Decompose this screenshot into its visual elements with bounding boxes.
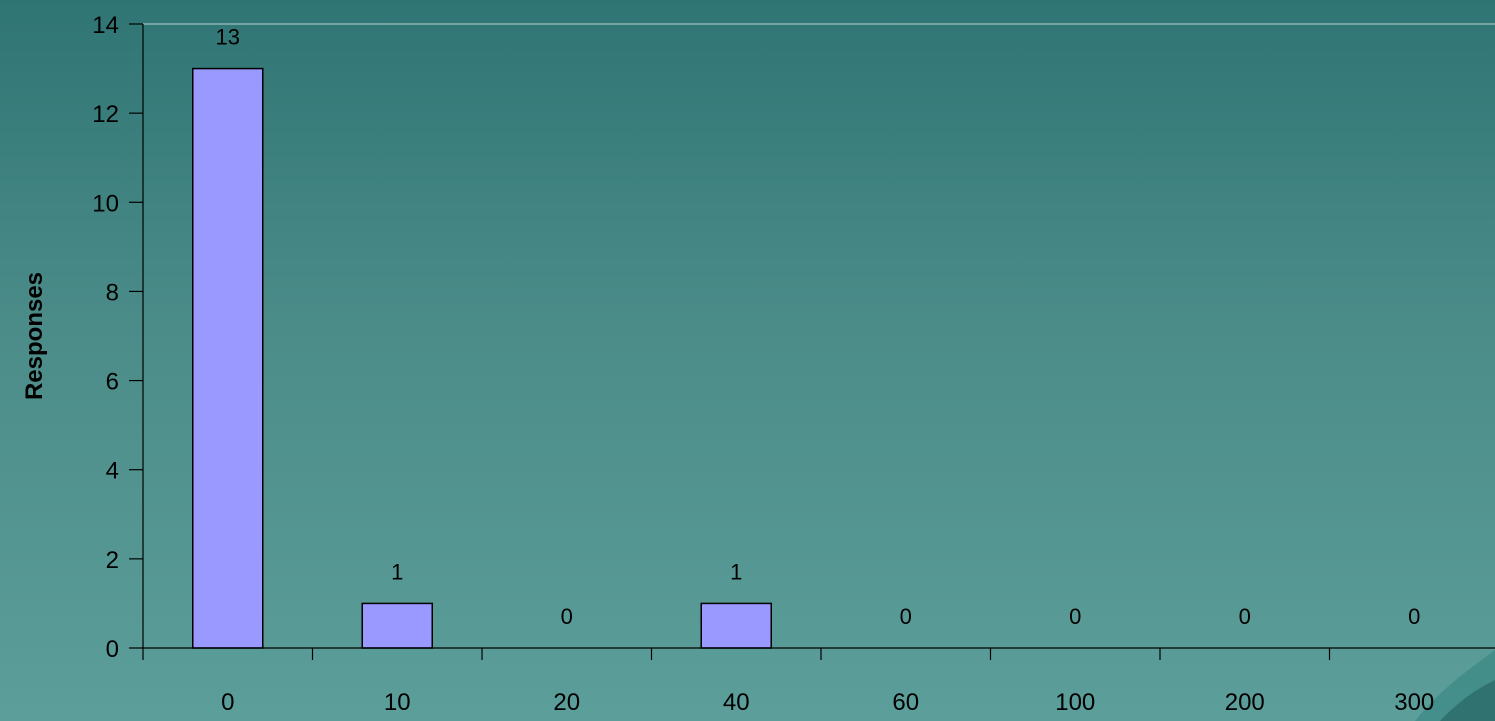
data-label: 0	[1239, 604, 1251, 629]
y-tick-label: 2	[106, 547, 119, 574]
x-tick-label: 300	[1394, 689, 1434, 716]
y-tick-label: 14	[92, 12, 119, 39]
bar	[700, 602, 772, 649]
y-tick-label: 10	[92, 190, 119, 217]
x-tick-label: 40	[723, 689, 750, 716]
y-tick-label: 0	[106, 636, 119, 663]
corner-decoration	[1415, 650, 1495, 721]
y-tick-label: 12	[92, 101, 119, 128]
x-tick-label: 10	[384, 689, 411, 716]
data-label: 13	[216, 25, 240, 50]
x-tick-label: 100	[1055, 689, 1095, 716]
bars	[192, 67, 772, 649]
data-label: 1	[391, 559, 403, 584]
x-tick-label: 200	[1225, 689, 1265, 716]
y-tick-label: 6	[106, 369, 119, 396]
y-tick-label: 4	[106, 458, 119, 485]
y-axis-title: Responses	[21, 272, 48, 400]
bar	[192, 67, 264, 649]
x-tick-label: 20	[553, 689, 580, 716]
data-label: 0	[561, 604, 573, 629]
y-tick-label: 8	[106, 279, 119, 306]
x-tick-label: 60	[892, 689, 919, 716]
data-label: 0	[900, 604, 912, 629]
data-label: 0	[1069, 604, 1081, 629]
x-tick-label: 0	[221, 689, 234, 716]
data-label: 0	[1408, 604, 1420, 629]
x-axis: 0 10 20 40 60 100 200 300	[142, 647, 1495, 716]
bar	[361, 602, 433, 649]
data-label: 1	[730, 559, 742, 584]
data-labels: 13 1 0 1 0 0 0 0	[216, 25, 1421, 629]
y-axis: 0 2 4 6 8 10 12 14	[92, 12, 144, 663]
